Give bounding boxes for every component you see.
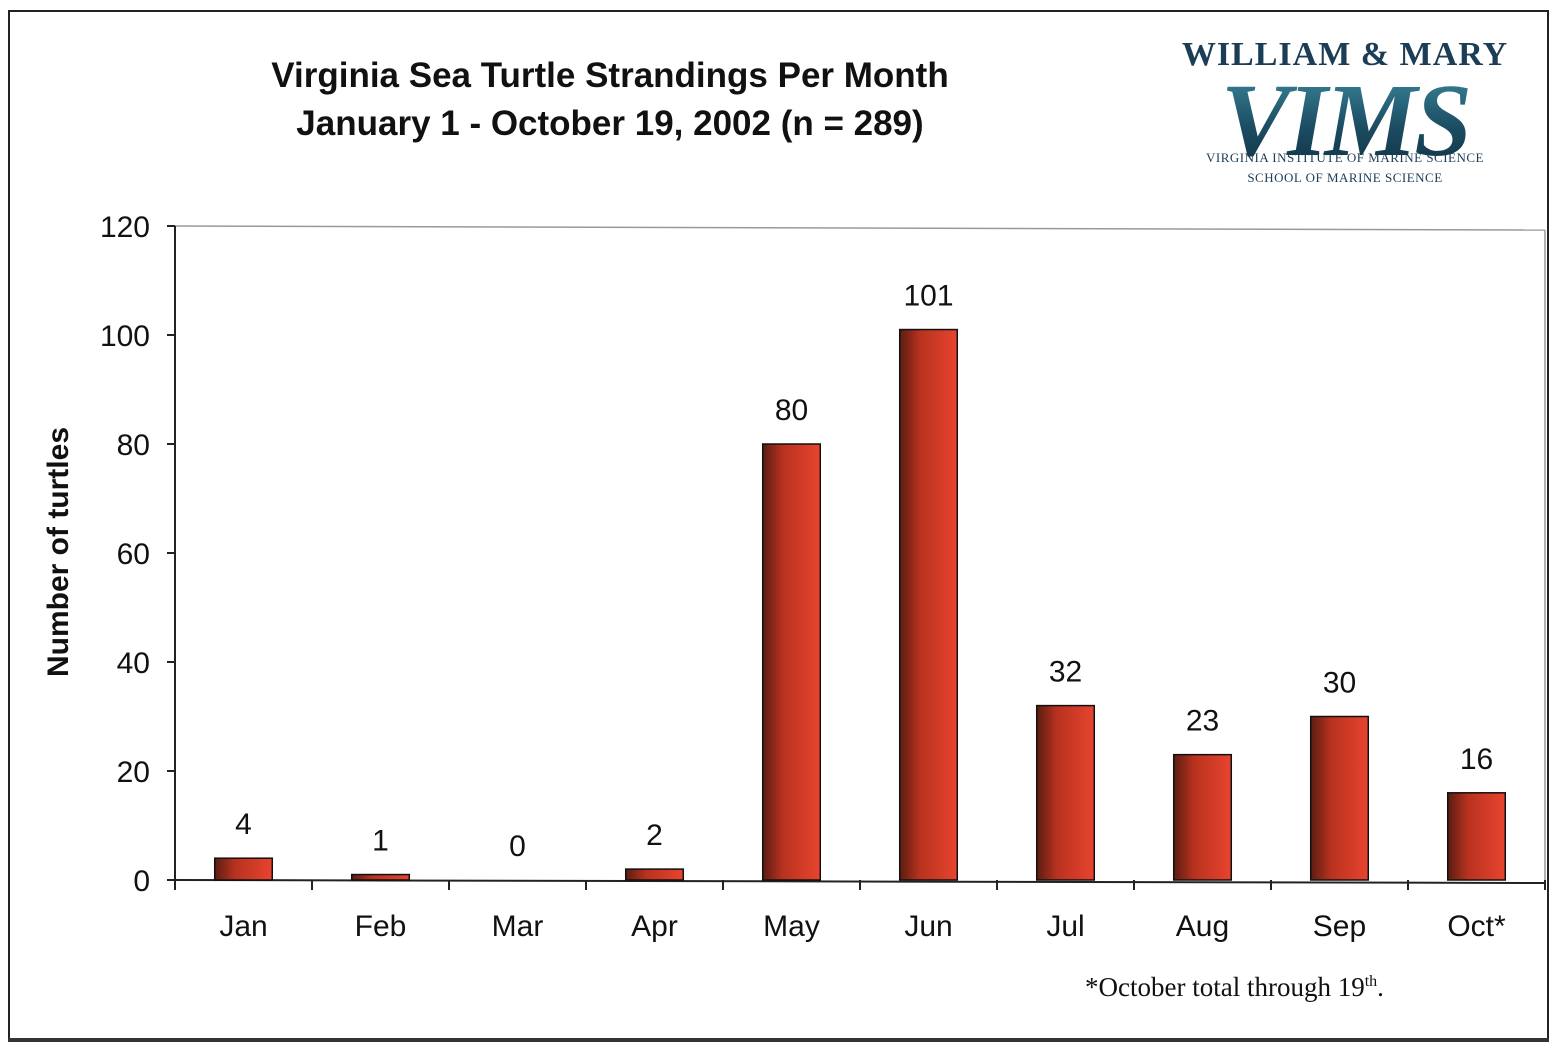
footnote-end: . xyxy=(1377,972,1384,1002)
footnote-superscript: th xyxy=(1364,973,1378,990)
bar-jul xyxy=(1035,704,1096,881)
logo-william-mary: WILLIAM & MARY xyxy=(1181,36,1509,73)
bottom-rule xyxy=(8,1038,1549,1042)
y-tick-label: 100 xyxy=(100,320,150,353)
y-tick-label: 0 xyxy=(133,865,150,898)
data-label: 101 xyxy=(903,280,953,313)
bar-feb xyxy=(350,873,411,881)
footnote: *October total through 19th. xyxy=(1085,972,1384,1003)
data-label: 32 xyxy=(1049,656,1082,689)
data-label: 2 xyxy=(646,819,663,852)
bar-aug xyxy=(1172,753,1233,881)
x-tick-label: Apr xyxy=(631,910,678,943)
x-tick-label: Feb xyxy=(355,910,407,943)
vims-logo: WILLIAM & MARY VIMS VIRGINIA INSTITUTE O… xyxy=(1180,36,1510,196)
logo-vims: VIMS xyxy=(1180,66,1510,176)
y-axis-label: Number of turtles xyxy=(42,427,75,677)
data-label: 80 xyxy=(775,394,808,427)
x-tick-label: May xyxy=(763,910,820,943)
data-label: 1 xyxy=(372,825,389,858)
plot-area: 0 20 40 60 80 100 120 4 Jan 1 Feb 0 Mar 2 Apr 80 May 101 J… xyxy=(100,211,1546,943)
y-tick-label: 40 xyxy=(117,647,150,680)
x-tick-label: Oct* xyxy=(1447,910,1506,943)
plot-top-border xyxy=(174,225,1546,231)
logo-institute: VIRGINIA INSTITUTE OF MARINE SCIENCE xyxy=(1206,150,1484,165)
title-line-2: January 1 - October 19, 2002 (n = 289) xyxy=(296,104,924,143)
x-tick-label: Jun xyxy=(904,910,952,943)
x-tick-label: Sep xyxy=(1313,910,1366,943)
data-label: 16 xyxy=(1460,743,1493,776)
x-tick-label: Aug xyxy=(1176,910,1229,943)
data-label: 30 xyxy=(1323,667,1356,700)
y-tick-label: 20 xyxy=(117,756,150,789)
footnote-text: *October total through 19 xyxy=(1085,972,1365,1002)
y-tick-label: 80 xyxy=(117,429,150,462)
bar-jun xyxy=(898,328,959,881)
x-tick-label: Jul xyxy=(1046,910,1084,943)
bar-apr xyxy=(624,868,685,881)
logo-school: SCHOOL OF MARINE SCIENCE xyxy=(1247,170,1443,185)
chart-title: Virginia Sea Turtle Strandings Per Month… xyxy=(140,52,1080,148)
x-tick-label: Mar xyxy=(492,910,544,943)
x-tick-label: Jan xyxy=(219,910,267,943)
bar-oct xyxy=(1446,792,1507,881)
bar-sep xyxy=(1309,715,1370,881)
title-line-1: Virginia Sea Turtle Strandings Per Month xyxy=(271,56,949,95)
bar-jan xyxy=(213,857,274,881)
data-label: 23 xyxy=(1186,705,1219,738)
bar-may xyxy=(761,443,822,881)
data-label: 4 xyxy=(235,808,252,841)
y-tick-label: 120 xyxy=(100,211,150,244)
y-tick-label: 60 xyxy=(117,538,150,571)
data-label: 0 xyxy=(509,830,526,863)
